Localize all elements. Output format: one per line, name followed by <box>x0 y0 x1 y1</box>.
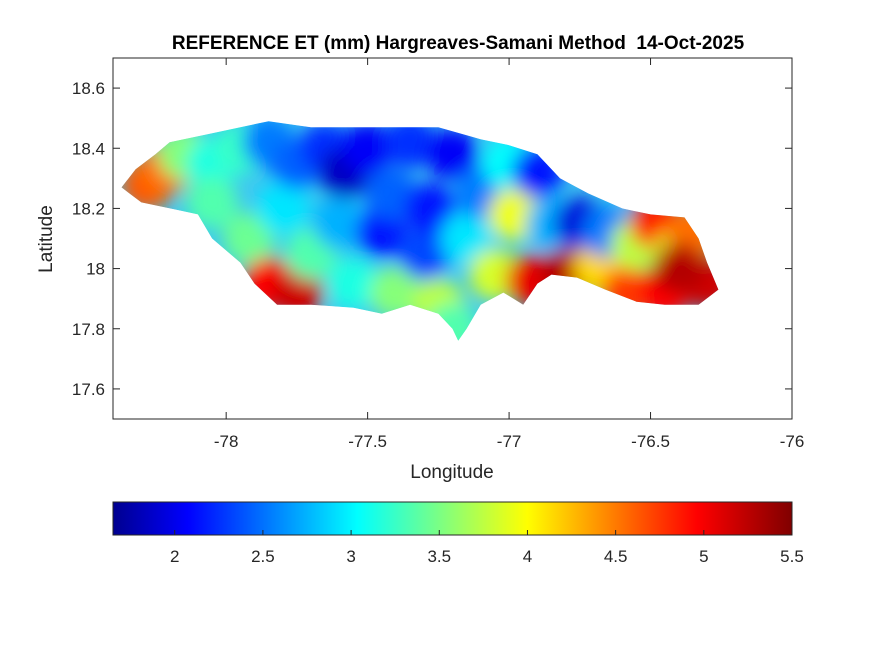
heatmap-region <box>121 121 719 341</box>
colorbar-tick-label: 4.5 <box>604 547 628 566</box>
x-axis-label: Longitude <box>410 462 493 483</box>
x-tick-label: -78 <box>214 432 239 451</box>
y-axis-label: Latitude <box>36 205 57 273</box>
x-tick-label: -77.5 <box>348 432 387 451</box>
y-tick-label: 18.6 <box>72 79 105 98</box>
et-point <box>327 257 380 310</box>
et-point <box>313 197 366 250</box>
colorbar-tick-label: 5 <box>699 547 708 566</box>
et-point <box>440 212 493 265</box>
x-tick-label: -77 <box>497 432 522 451</box>
colorbar-tick-label: 4 <box>523 547 532 566</box>
et-point <box>364 167 417 220</box>
et-point <box>398 227 451 280</box>
y-tick-label: 17.6 <box>72 380 105 399</box>
et-point <box>652 242 705 295</box>
colorbar-tick-label: 2 <box>170 547 179 566</box>
x-tick-label: -76 <box>780 432 805 451</box>
x-tick-label: -76.5 <box>631 432 670 451</box>
et-point <box>355 206 408 259</box>
et-point <box>341 122 394 175</box>
y-tick-label: 18 <box>86 260 105 279</box>
et-point <box>403 182 456 235</box>
et-point <box>186 176 239 229</box>
colorbar-tick-label: 3 <box>346 547 355 566</box>
et-point <box>222 212 275 265</box>
colorbar <box>112 501 793 536</box>
y-tick-label: 17.8 <box>72 320 105 339</box>
et-point <box>256 182 309 235</box>
colorbar-tick-label: 5.5 <box>780 547 804 566</box>
y-tick-label: 18.2 <box>72 199 105 218</box>
colorbar-tick-label: 2.5 <box>251 547 275 566</box>
et-point <box>426 128 479 181</box>
colorbar-tick-label: 3.5 <box>427 547 451 566</box>
y-tick-label: 18.4 <box>72 139 105 158</box>
chart-title: REFERENCE ET (mm) Hargreaves-Samani Meth… <box>171 33 745 54</box>
et-point <box>384 121 437 169</box>
